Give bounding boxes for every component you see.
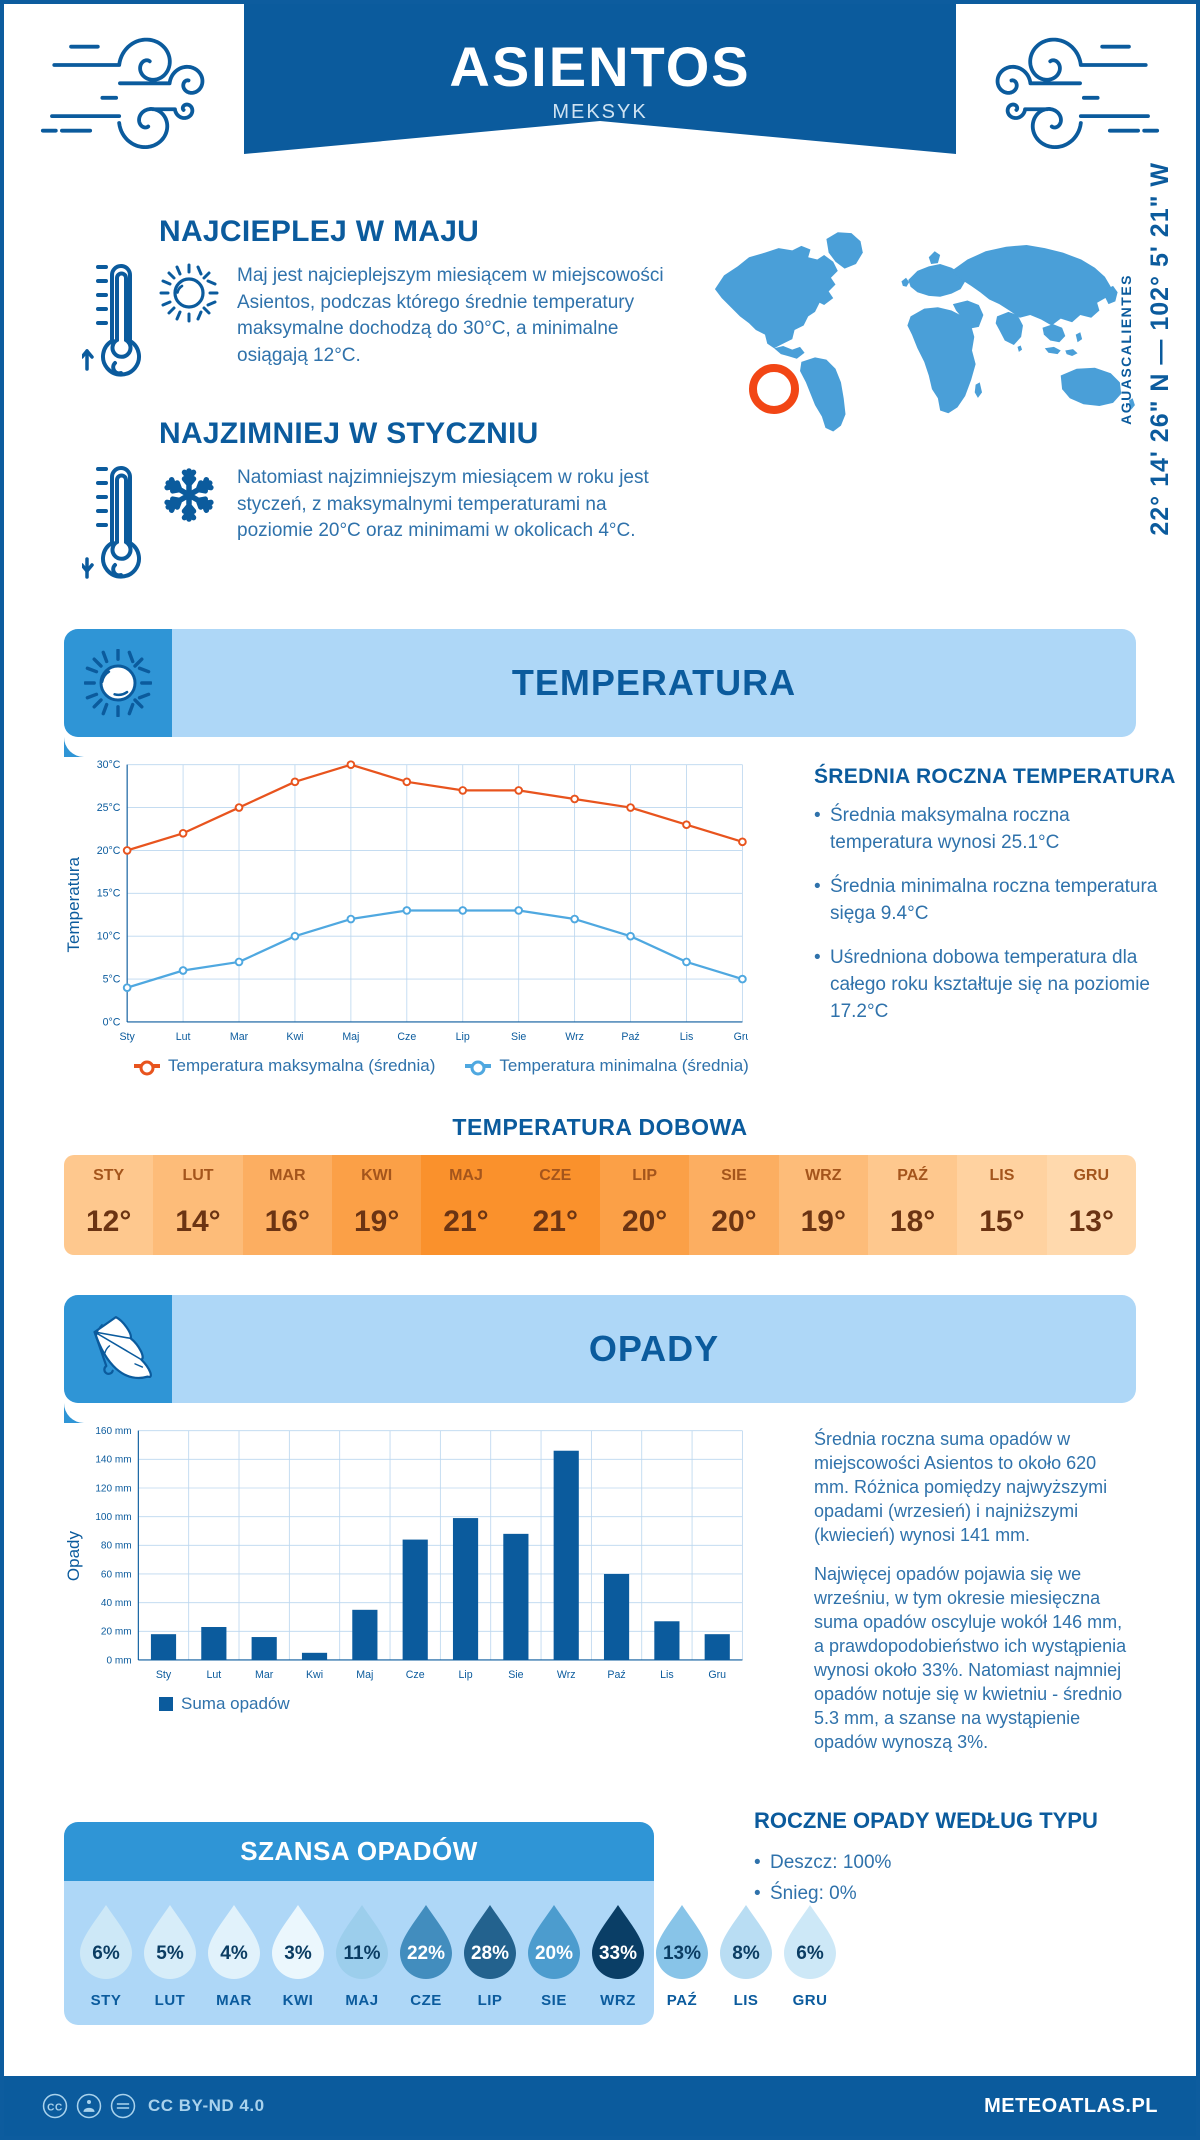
svg-text:Lis: Lis bbox=[680, 1031, 694, 1043]
svg-text:Mar: Mar bbox=[255, 1669, 274, 1681]
svg-text:Maj: Maj bbox=[356, 1669, 373, 1681]
svg-text:160 mm: 160 mm bbox=[95, 1426, 131, 1437]
svg-text:30°C: 30°C bbox=[97, 759, 121, 771]
svg-text:6%: 6% bbox=[92, 1943, 120, 1964]
svg-text:Gru: Gru bbox=[708, 1669, 726, 1681]
svg-text:28%: 28% bbox=[471, 1943, 509, 1964]
svg-text:20%: 20% bbox=[535, 1943, 573, 1964]
svg-text:Sie: Sie bbox=[508, 1669, 523, 1681]
svg-text:Lip: Lip bbox=[456, 1031, 470, 1043]
svg-text:Wrz: Wrz bbox=[565, 1031, 584, 1043]
svg-text:CC: CC bbox=[47, 2102, 63, 2113]
svg-text:60 mm: 60 mm bbox=[101, 1569, 132, 1580]
svg-text:140 mm: 140 mm bbox=[95, 1455, 131, 1466]
svg-text:Lut: Lut bbox=[206, 1669, 221, 1681]
svg-text:Maj: Maj bbox=[342, 1031, 359, 1043]
svg-text:13%: 13% bbox=[663, 1943, 701, 1964]
svg-text:15°C: 15°C bbox=[97, 888, 121, 900]
svg-text:5°C: 5°C bbox=[103, 973, 121, 985]
svg-text:0°C: 0°C bbox=[103, 1016, 121, 1028]
svg-text:100 mm: 100 mm bbox=[95, 1512, 131, 1523]
svg-text:Wrz: Wrz bbox=[557, 1669, 576, 1681]
svg-text:3%: 3% bbox=[284, 1943, 312, 1964]
svg-text:22%: 22% bbox=[407, 1943, 445, 1964]
svg-text:Lis: Lis bbox=[660, 1669, 674, 1681]
svg-text:33%: 33% bbox=[599, 1943, 637, 1964]
svg-text:0 mm: 0 mm bbox=[107, 1655, 132, 1666]
svg-text:11%: 11% bbox=[344, 1943, 381, 1964]
svg-text:Lip: Lip bbox=[458, 1669, 472, 1681]
svg-text:40 mm: 40 mm bbox=[101, 1598, 132, 1609]
svg-text:80 mm: 80 mm bbox=[101, 1541, 132, 1552]
svg-text:Sty: Sty bbox=[156, 1669, 172, 1681]
svg-text:20°C: 20°C bbox=[97, 845, 121, 857]
svg-text:Kwi: Kwi bbox=[286, 1031, 303, 1043]
svg-text:20 mm: 20 mm bbox=[101, 1627, 132, 1638]
svg-text:Paź: Paź bbox=[607, 1669, 625, 1681]
svg-text:5%: 5% bbox=[156, 1943, 184, 1964]
svg-text:4%: 4% bbox=[220, 1943, 248, 1964]
svg-text:Mar: Mar bbox=[230, 1031, 249, 1043]
svg-text:Cze: Cze bbox=[406, 1669, 425, 1681]
svg-text:Sie: Sie bbox=[511, 1031, 526, 1043]
svg-text:120 mm: 120 mm bbox=[95, 1483, 131, 1494]
svg-text:Sty: Sty bbox=[119, 1031, 135, 1043]
svg-text:Lut: Lut bbox=[176, 1031, 191, 1043]
svg-text:Kwi: Kwi bbox=[306, 1669, 323, 1681]
svg-text:Cze: Cze bbox=[397, 1031, 416, 1043]
svg-text:25°C: 25°C bbox=[97, 802, 121, 814]
svg-text:Paź: Paź bbox=[621, 1031, 639, 1043]
svg-text:10°C: 10°C bbox=[97, 931, 121, 943]
svg-text:Gru: Gru bbox=[734, 1031, 748, 1043]
